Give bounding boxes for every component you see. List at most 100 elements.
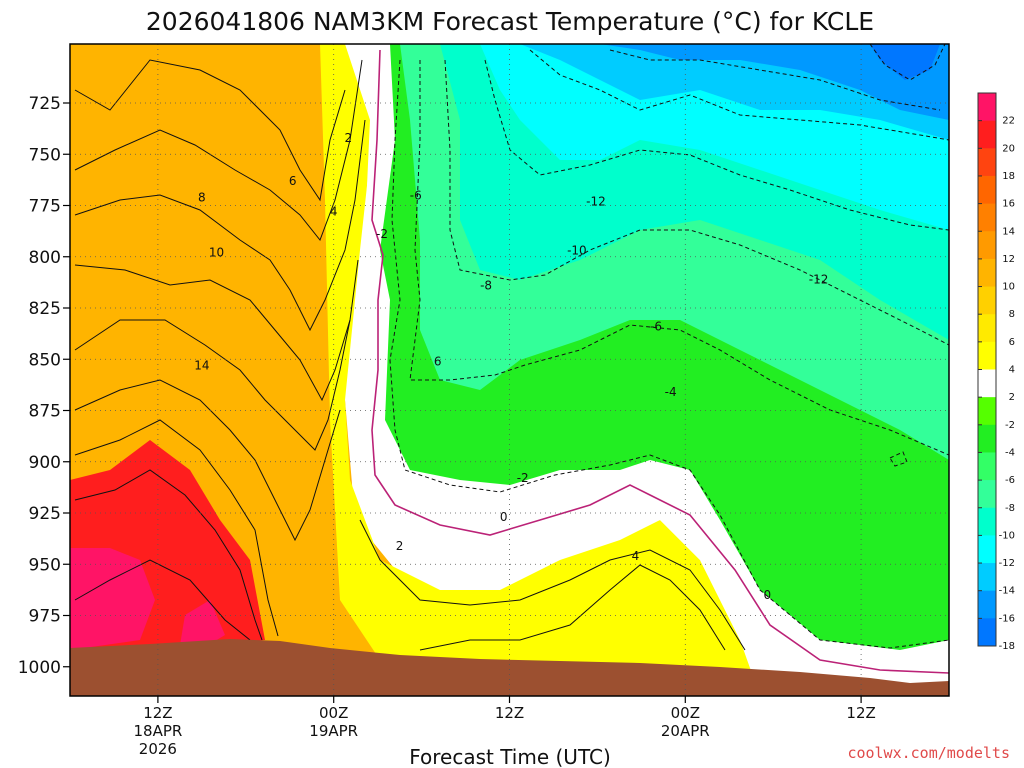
contour-line bbox=[74, 319, 351, 451]
x-tick-label: 12Z bbox=[495, 704, 524, 722]
colorbar-swatch bbox=[978, 480, 996, 509]
colorbar-label: -8 bbox=[1005, 503, 1015, 514]
colorbar-swatch bbox=[978, 148, 996, 177]
grid bbox=[70, 44, 949, 696]
y-tick-label: 825 bbox=[29, 299, 61, 319]
contour-line bbox=[74, 469, 263, 641]
contour-line bbox=[869, 44, 946, 81]
x-tick-label: 00Z bbox=[671, 704, 700, 722]
colorbar-swatch bbox=[978, 590, 996, 619]
contour-line bbox=[889, 451, 908, 467]
contour-label: 4 bbox=[632, 549, 640, 563]
freezing-line bbox=[371, 49, 949, 674]
colorbar-label: 16 bbox=[1002, 199, 1015, 210]
contour-label: -12 bbox=[809, 272, 829, 286]
x-tick-label: 12Z bbox=[846, 704, 875, 722]
contour-label: -2 bbox=[376, 227, 388, 241]
contour-label: -6 bbox=[410, 188, 422, 202]
colorbar-label: 18 bbox=[1002, 171, 1015, 182]
contour-line bbox=[74, 59, 346, 202]
contour-label: -2 bbox=[517, 471, 529, 485]
colorbar-swatch bbox=[978, 618, 996, 647]
colorbar-swatch bbox=[978, 286, 996, 315]
x-tick-label: 18APR bbox=[133, 722, 182, 740]
colorbar-swatch bbox=[978, 175, 996, 205]
colorbar-label: -10 bbox=[999, 530, 1015, 541]
colorbar-label: 2 bbox=[1009, 392, 1015, 403]
y-axis: 725 750 775 800 825 850 875 900 925 950 975 1000 bbox=[18, 94, 70, 678]
contour-line bbox=[409, 60, 949, 456]
colorbar-label: -6 bbox=[1005, 475, 1015, 486]
y-tick-label: 975 bbox=[29, 607, 61, 627]
colorbar-swatch bbox=[978, 231, 996, 260]
x-tick-label: 12Z bbox=[143, 704, 172, 722]
x-axis-label: Forecast Time (UTC) bbox=[409, 745, 611, 768]
contour-label: 6 bbox=[434, 354, 442, 368]
credit-text: coolwx.com/modelts bbox=[847, 744, 1010, 762]
y-tick-label: 850 bbox=[29, 350, 61, 370]
colorbar-swatch bbox=[978, 258, 996, 288]
contour-label: 10 bbox=[209, 246, 224, 260]
contour-labels: 2 6 8 4 10 14 -6 -2 -12 -10 -8 -12 -6 6 -4 -2 0 2 4 0 bbox=[194, 131, 828, 602]
colorbar-swatch bbox=[978, 120, 996, 149]
contour-label: 4 bbox=[330, 205, 338, 219]
y-tick-label: 950 bbox=[29, 555, 61, 575]
surface-ground bbox=[70, 639, 949, 696]
contour-line bbox=[74, 379, 341, 542]
colorbar-swatch bbox=[978, 452, 996, 481]
contour-label: -4 bbox=[665, 385, 677, 399]
x-tick-label: 19APR bbox=[309, 722, 358, 740]
y-tick-label: 725 bbox=[29, 94, 61, 114]
contour-line bbox=[484, 59, 949, 231]
cold-contours bbox=[389, 44, 949, 649]
contour-line bbox=[359, 519, 746, 651]
colorbar-swatch bbox=[978, 563, 996, 592]
x-tick-label: 2026 bbox=[139, 740, 177, 758]
colorbar-label: 12 bbox=[1002, 254, 1015, 265]
plot-area bbox=[70, 44, 949, 696]
warm-contours bbox=[74, 59, 746, 651]
colorbar-label: -16 bbox=[999, 613, 1015, 624]
contour-label: 6 bbox=[289, 174, 297, 188]
colorbar-label: 8 bbox=[1009, 309, 1015, 320]
temp-band-hot-cell bbox=[180, 600, 225, 650]
colorbar-swatch bbox=[978, 369, 996, 398]
contour-line bbox=[419, 564, 726, 651]
colorbar-label: 14 bbox=[1002, 226, 1015, 237]
colorbar-swatch bbox=[978, 397, 996, 426]
contour-label: 0 bbox=[764, 588, 772, 602]
colorbar-label: -18 bbox=[999, 641, 1015, 652]
colorbar-swatch bbox=[978, 507, 996, 536]
colorbar-label: -2 bbox=[1005, 420, 1015, 431]
colorbar-label: 20 bbox=[1002, 143, 1015, 154]
temp-band-yellow bbox=[320, 44, 780, 696]
temp-band-hottest bbox=[70, 548, 155, 650]
contour-label: 0 bbox=[500, 510, 508, 524]
contour-line bbox=[74, 419, 279, 637]
colorbar-swatch bbox=[978, 424, 996, 453]
contour-label: -6 bbox=[650, 319, 662, 333]
colorbar-label: 22 bbox=[1002, 116, 1015, 127]
x-tick-label: 00Z bbox=[319, 704, 348, 722]
x-tick-label: 20APR bbox=[661, 722, 710, 740]
contour-line bbox=[74, 559, 251, 641]
y-tick-label: 875 bbox=[29, 402, 61, 422]
contour-line bbox=[74, 119, 366, 332]
contour-line bbox=[609, 49, 941, 111]
contour-line bbox=[74, 59, 363, 241]
contour-label: -8 bbox=[480, 278, 492, 292]
temp-band-yellow-orange bbox=[70, 44, 740, 696]
colorbar: 22 20 18 16 14 12 10 8 6 4 2 -2 -4 -6 -8 -10 -12 -14 -16 -1… bbox=[977, 92, 1015, 652]
colorbar-label: -12 bbox=[999, 558, 1015, 569]
colorbar-swatch bbox=[978, 93, 996, 122]
colorbar-swatch bbox=[978, 341, 996, 370]
y-tick-label: 775 bbox=[29, 197, 61, 217]
colorbar-label: 6 bbox=[1009, 337, 1015, 348]
contour-label: 14 bbox=[194, 358, 209, 372]
colorbar-swatch bbox=[978, 535, 996, 564]
y-tick-label: 925 bbox=[29, 504, 61, 524]
y-tick-label: 750 bbox=[29, 145, 61, 165]
chart-title: 2026041806 NAM3KM Forecast Temperature (… bbox=[146, 7, 874, 36]
